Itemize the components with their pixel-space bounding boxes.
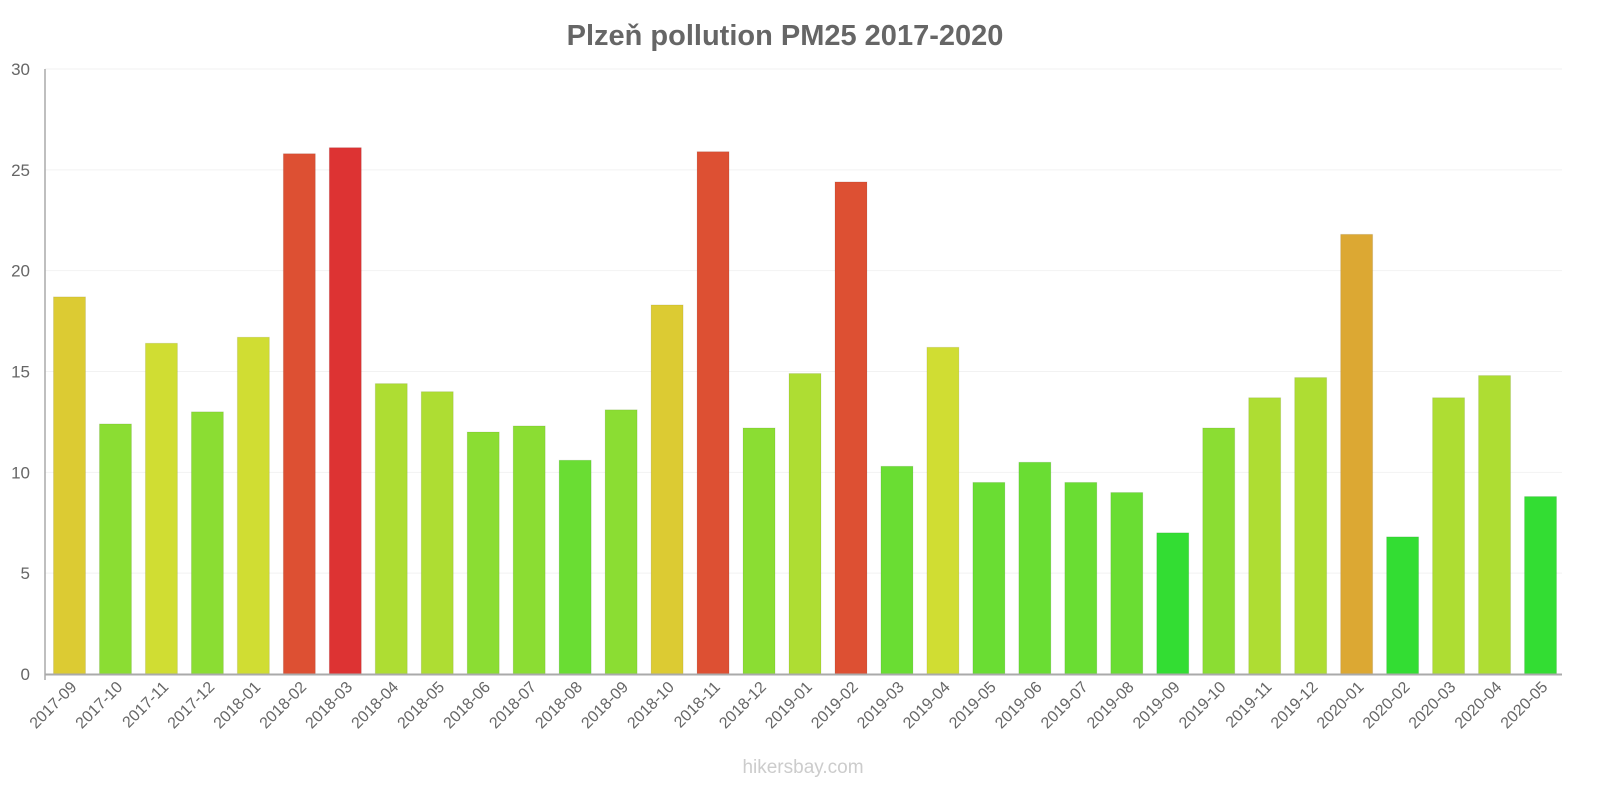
x-tick-label: 2019-12: [1268, 679, 1322, 733]
bar-2019-02[interactable]: [834, 181, 868, 675]
bar-2018-02[interactable]: [282, 153, 316, 675]
x-tick-label: 2019-03: [854, 679, 908, 733]
x-tick-label: 2018-06: [440, 679, 494, 733]
x-tick-labels: 2017-092017-102017-112017-122018-012018-…: [27, 679, 1552, 733]
x-tick-label: 2018-04: [349, 679, 403, 733]
x-tick-label: 2018-09: [578, 679, 632, 733]
x-tick-label: 2018-10: [624, 679, 678, 733]
x-tick-label: 2020-05: [1498, 679, 1552, 733]
x-tick-label: 2019-10: [1176, 679, 1230, 733]
x-tick-label: 2020-03: [1406, 679, 1460, 733]
bar-2018-03[interactable]: [328, 147, 362, 675]
x-tick-label: 2019-02: [808, 679, 862, 733]
bar-2018-08[interactable]: [558, 459, 592, 675]
bar-2019-06[interactable]: [1018, 461, 1052, 675]
x-tick-label: 2018-07: [486, 679, 540, 733]
x-tick-label: 2019-08: [1084, 679, 1138, 733]
bar-2019-09[interactable]: [1156, 532, 1190, 675]
y-tick-label: 5: [21, 564, 30, 583]
x-tick-label: 2019-04: [900, 679, 954, 733]
bar-2017-10[interactable]: [98, 423, 132, 675]
bar-2018-06[interactable]: [466, 431, 500, 675]
bar-2019-10[interactable]: [1202, 427, 1236, 675]
bar-2019-08[interactable]: [1110, 492, 1144, 675]
bar-2017-09[interactable]: [52, 296, 86, 675]
x-tick-label: 2017-12: [165, 679, 219, 733]
x-tick-label: 2020-02: [1360, 679, 1414, 733]
bar-2019-04[interactable]: [926, 346, 960, 675]
bar-2020-05[interactable]: [1524, 496, 1558, 675]
x-tick-label: 2019-05: [946, 679, 1000, 733]
bar-2020-03[interactable]: [1432, 397, 1466, 675]
x-tick-label: 2018-01: [211, 679, 265, 733]
bar-2020-04[interactable]: [1478, 375, 1512, 675]
x-tick-label: 2019-11: [1223, 679, 1276, 732]
y-tick-label: 25: [11, 161, 30, 180]
y-tick-label: 0: [21, 665, 30, 684]
chart-title: Plzeň pollution PM25 2017-2020: [567, 20, 1004, 52]
x-tick-label: 2019-07: [1038, 679, 1092, 733]
x-tick-label: 2018-11: [671, 679, 724, 732]
bar-2018-12[interactable]: [742, 427, 776, 675]
bar-2017-11[interactable]: [144, 342, 178, 675]
bar-2018-10[interactable]: [650, 304, 684, 675]
bars: [52, 147, 1558, 675]
y-tick-label: 30: [11, 60, 30, 79]
x-tick-label: 2017-10: [73, 679, 127, 733]
bar-2018-01[interactable]: [236, 336, 270, 675]
y-tick-label: 15: [11, 363, 30, 382]
x-tick-label: 2018-08: [532, 679, 586, 733]
bar-2019-05[interactable]: [972, 481, 1006, 675]
x-tick-label: 2017-11: [120, 679, 173, 732]
x-tick-label: 2018-03: [303, 679, 357, 733]
y-tick-label: 10: [11, 463, 30, 482]
watermark: hikersbay.com: [742, 757, 863, 778]
bar-2019-11[interactable]: [1248, 397, 1282, 675]
x-tick-label: 2019-06: [992, 679, 1046, 733]
bar-2019-03[interactable]: [880, 465, 914, 675]
bar-2020-02[interactable]: [1386, 536, 1420, 675]
bar-2019-01[interactable]: [788, 373, 822, 675]
x-tick-label: 2018-05: [395, 679, 449, 733]
bar-2019-07[interactable]: [1064, 481, 1098, 675]
x-tick-label: 2017-09: [27, 679, 81, 733]
x-tick-label: 2019-09: [1130, 679, 1184, 733]
bar-2018-05[interactable]: [420, 391, 454, 675]
bar-2018-09[interactable]: [604, 409, 638, 675]
bar-2018-11[interactable]: [696, 151, 730, 675]
bar-2018-04[interactable]: [374, 383, 408, 675]
bar-2017-12[interactable]: [190, 411, 224, 675]
bar-2019-12[interactable]: [1294, 377, 1328, 675]
x-tick-label: 2018-02: [257, 679, 311, 733]
x-tick-label: 2019-01: [762, 679, 816, 733]
bar-2020-01[interactable]: [1340, 233, 1374, 675]
bar-2018-07[interactable]: [512, 425, 546, 675]
x-tick-label: 2020-01: [1314, 679, 1368, 733]
y-tick-label: 20: [11, 262, 30, 281]
x-tick-label: 2020-04: [1452, 679, 1506, 733]
x-tick-label: 2018-12: [716, 679, 770, 733]
